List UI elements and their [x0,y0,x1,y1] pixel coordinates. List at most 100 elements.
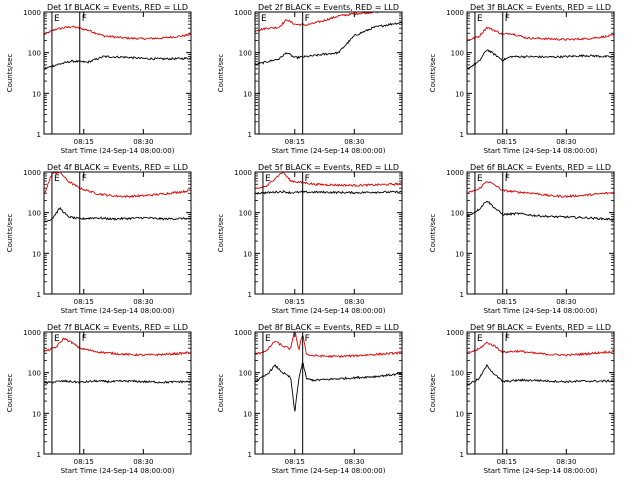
x-tick-label: 08:30 [133,458,153,466]
y-tick-label: 10 [455,410,464,418]
event-marker-label: E [265,334,271,344]
y-tick-label: 100 [28,370,41,378]
event-marker-label: E [477,14,483,24]
subplot-title: Det 5f BLACK = Events, RED = LLD [258,163,399,172]
y-tick-label: 10 [455,250,464,258]
x-tick-label: 08:15 [74,458,94,466]
lld-series-line [467,341,614,357]
x-tick-label: 08:30 [133,298,153,306]
x-axis-label: Start Time (24-Sep-14 08:00:00) [61,147,175,155]
x-tick-label: 08:15 [74,298,94,306]
y-tick-label: 1000 [234,329,252,337]
subplot-title: Det 8f BLACK = Events, RED = LLD [258,323,399,332]
subplot-det-6: Det 6f BLACK = Events, RED = LLD Counts/s… [429,163,615,315]
plot-frame [254,11,403,135]
y-axis-label: Counts/sec [429,374,437,413]
y-tick-label: 10 [32,410,41,418]
plot-frame [43,11,192,135]
subplot-title: Det 1f BLACK = Events, RED = LLD [47,3,188,12]
y-tick-label: 10 [32,250,41,258]
event-marker-label: F [305,14,310,24]
event-marker-label: F [505,334,510,344]
plot-area [255,172,402,195]
event-marker-label: E [54,174,60,184]
x-tick-label: 08:15 [497,138,517,146]
lld-series-line [255,332,402,359]
subplot-title: Det 2f BLACK = Events, RED = LLD [258,3,399,12]
subplot-det-1: Det 1f BLACK = Events, RED = LLD Counts/s… [6,3,192,155]
x-tick-label: 08:15 [285,458,305,466]
x-axis-label: Start Time (24-Sep-14 08:00:00) [272,147,386,155]
x-axis-label: Start Time (24-Sep-14 08:00:00) [61,467,175,475]
plot-frame [43,171,192,295]
x-tick-label: 08:30 [344,138,364,146]
lld-series-line [255,12,389,32]
subplot-det-3: Det 3f BLACK = Events, RED = LLD Counts/s… [429,3,615,155]
y-tick-label: 1 [248,291,252,299]
y-tick-label: 10 [32,90,41,98]
subplot-det-9: Det 9f BLACK = Events, RED = LLD Counts/s… [429,323,615,475]
y-tick-label: 1 [37,131,41,139]
y-tick-label: 1000 [234,169,252,177]
plot-area [44,337,191,385]
x-axis-label: Start Time (24-Sep-14 08:00:00) [484,147,598,155]
subplot-title: Det 9f BLACK = Events, RED = LLD [470,323,611,332]
plot-area [467,181,614,221]
subplot-title: Det 3f BLACK = Events, RED = LLD [470,3,611,12]
x-tick-label: 08:30 [556,458,576,466]
plot-area [44,172,191,223]
y-tick-label: 100 [28,210,41,218]
plot-area [467,26,614,70]
plot-area [44,25,191,70]
plot-area [255,332,402,412]
event-marker-label: F [82,174,87,184]
x-tick-label: 08:30 [133,138,153,146]
x-tick-label: 08:30 [344,458,364,466]
y-axis-label: Counts/sec [6,54,14,93]
plot-frame [254,331,403,455]
y-tick-label: 100 [28,50,41,58]
y-tick-label: 100 [451,370,464,378]
x-axis-label: Start Time (24-Sep-14 08:00:00) [484,307,598,315]
event-marker-label: E [54,14,60,24]
y-tick-label: 1 [460,291,464,299]
events-series-line [467,201,614,221]
subplot-title: Det 6f BLACK = Events, RED = LLD [470,163,611,172]
x-axis-label: Start Time (24-Sep-14 08:00:00) [272,467,386,475]
plot-frame [254,171,403,295]
event-marker-label: F [505,14,510,24]
y-tick-label: 1 [248,451,252,459]
y-tick-label: 1 [460,451,464,459]
x-tick-label: 08:30 [344,298,364,306]
event-marker-label: F [82,14,87,24]
y-tick-label: 1000 [23,9,41,17]
y-axis-label: Counts/sec [6,214,14,253]
x-tick-label: 08:30 [556,298,576,306]
subplot-det-2: Det 2f BLACK = Events, RED = LLD Counts/s… [217,3,403,155]
plot-frame [466,171,615,295]
y-tick-label: 1 [248,131,252,139]
event-marker-label: F [82,334,87,344]
event-marker-label: E [477,174,483,184]
x-axis-label: Start Time (24-Sep-14 08:00:00) [61,307,175,315]
y-axis-label: Counts/sec [217,54,225,93]
y-tick-label: 10 [243,90,252,98]
lld-series-line [44,25,191,41]
y-tick-label: 1000 [446,169,464,177]
events-series-line [44,206,191,223]
x-tick-label: 08:15 [497,458,517,466]
y-tick-label: 10 [243,250,252,258]
event-marker-label: F [305,174,310,184]
y-tick-label: 1 [37,451,41,459]
lld-series-line [44,337,191,357]
lld-series-line [44,172,191,199]
lld-series-line [255,172,402,189]
events-series-line [255,190,402,195]
y-axis-label: Counts/sec [429,214,437,253]
y-tick-label: 100 [239,210,252,218]
y-tick-label: 100 [451,210,464,218]
events-series-line [255,21,402,66]
events-series-line [467,364,614,386]
x-axis-label: Start Time (24-Sep-14 08:00:00) [272,307,386,315]
